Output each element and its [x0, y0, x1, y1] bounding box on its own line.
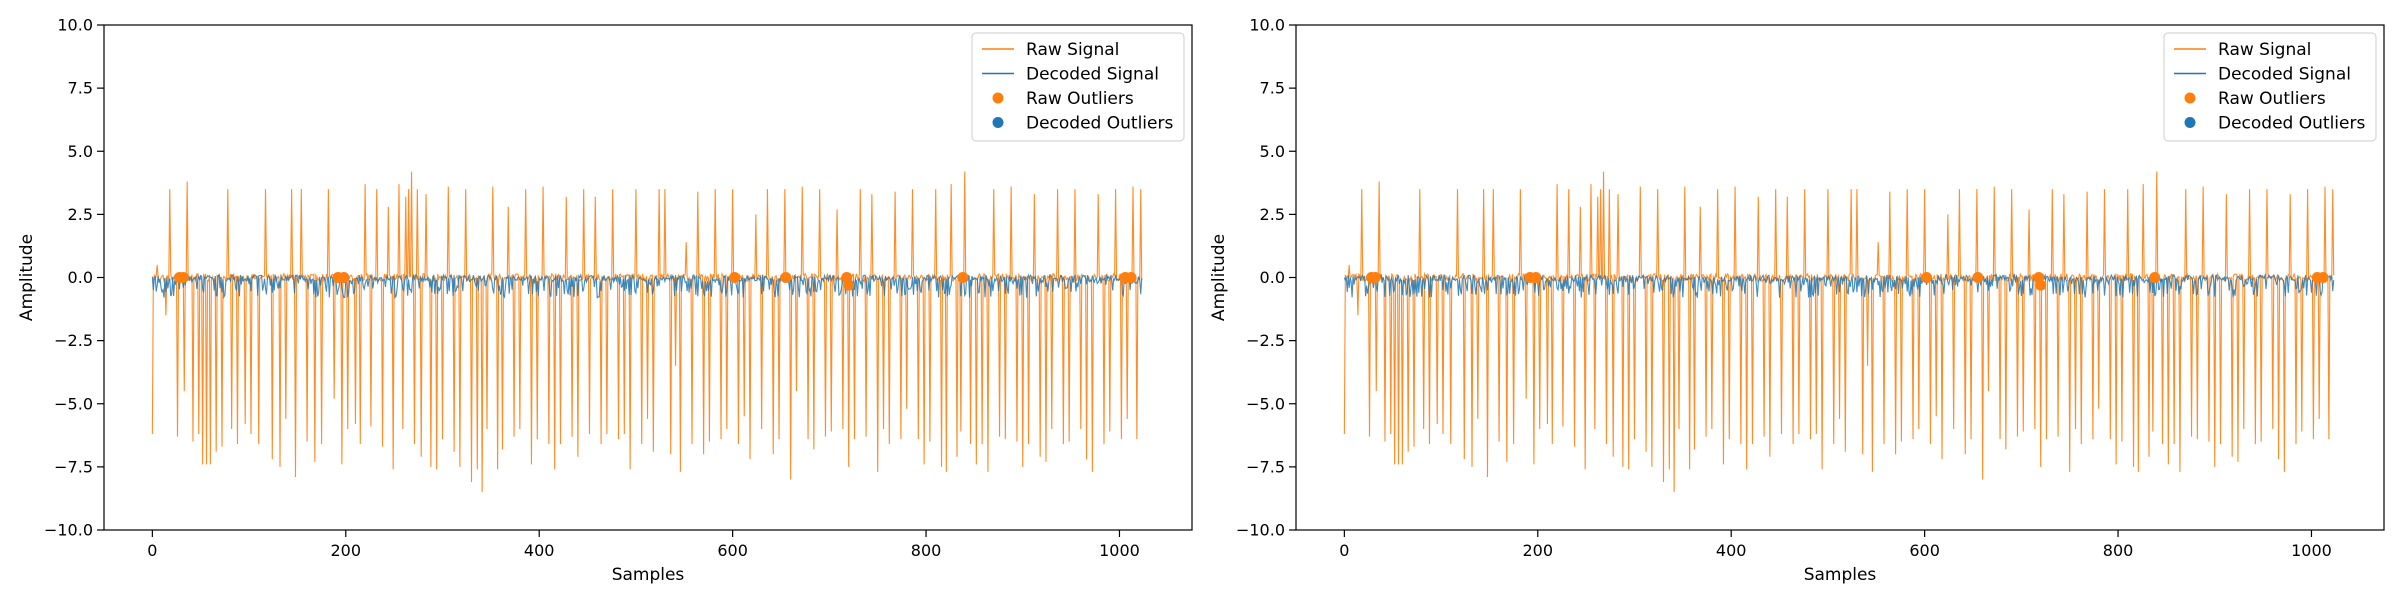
- left-y-tick-label: 5.0: [68, 142, 93, 161]
- left-x-tick-label: 400: [524, 541, 555, 560]
- right-y-tick-label: 0.0: [1260, 268, 1285, 287]
- right-raw-outlier-point: [1530, 272, 1542, 283]
- right-x-tick-label: 600: [1909, 541, 1940, 560]
- left-y-tick-label: 2.5: [68, 205, 93, 224]
- left-y-axis-label: Amplitude: [17, 234, 37, 321]
- left-x-axis-label: Samples: [612, 565, 685, 585]
- left-y-tick-label: 10.0: [57, 16, 93, 35]
- right-x-tick-label: 0: [1339, 541, 1349, 560]
- left-y-tick-label: −7.5: [54, 457, 93, 476]
- right-raw-outlier-point: [1972, 272, 1984, 283]
- left-y-tick-label: −2.5: [54, 331, 93, 350]
- left-raw-outlier-point: [843, 279, 855, 291]
- right-y-tick-label: 5.0: [1260, 142, 1285, 161]
- right-y-tick-label: −2.5: [1246, 331, 1285, 350]
- left-legend-raw-signal-label: Raw Signal: [1026, 40, 1119, 60]
- left-legend-box: [971, 32, 1185, 142]
- left-x-tick-label: 200: [331, 541, 362, 560]
- right-y-tick-label: 10.0: [1249, 16, 1285, 35]
- left-legend-decoded-outliers-label: Decoded Outliers: [1026, 114, 1173, 134]
- left-raw-outlier-point: [177, 272, 189, 283]
- right-legend-raw-outliers-swatch: [2184, 92, 2196, 104]
- right-legend-decoded-outliers-label: Decoded Outliers: [2218, 114, 2365, 134]
- right-y-axis-label: Amplitude: [1209, 234, 1229, 321]
- right-legend-decoded-signal-label: Decoded Signal: [2218, 65, 2351, 85]
- right-legend: Raw Signal Decoded Signal Raw Outliers Deco…: [2163, 32, 2377, 142]
- right-y-tick-label: −5.0: [1246, 394, 1285, 413]
- right-raw-outlier-point: [2149, 272, 2161, 283]
- left-plot-area: [151, 171, 1143, 493]
- right-raw-outlier-point: [1369, 272, 1381, 283]
- right-x-tick-label: 800: [2103, 541, 2134, 560]
- left-x-tick-label: 600: [717, 541, 748, 560]
- right-raw-signal-line: [1343, 171, 2335, 493]
- right-raw-outlier-point: [1921, 272, 1933, 283]
- left-raw-outlier-point: [780, 272, 792, 283]
- left-y-tick-label: −10.0: [44, 521, 93, 540]
- right-x-axis-label: Samples: [1804, 565, 1877, 585]
- left-decoded-signal-line: [151, 272, 1143, 300]
- left-raw-signal-line: [151, 171, 1143, 493]
- right-legend-box: [2163, 32, 2377, 142]
- left-raw-outlier-point: [957, 272, 969, 283]
- left-x-tick-label: 1000: [1099, 541, 1140, 560]
- left-legend: Raw Signal Decoded Signal Raw Outliers Deco…: [971, 32, 1185, 142]
- right-raw-outlier-point: [2035, 279, 2047, 291]
- right-legend-decoded-outliers-swatch: [2184, 117, 2196, 128]
- right-decoded-signal-line: [1343, 273, 2335, 298]
- left-raw-outlier-point: [729, 272, 741, 283]
- left-y-tick-label: 0.0: [68, 268, 93, 287]
- right-y-tick-label: 7.5: [1260, 79, 1285, 98]
- right-legend-raw-outliers-label: Raw Outliers: [2218, 89, 2326, 109]
- left-x-tick-label: 800: [911, 541, 942, 560]
- right-raw-outlier-point: [2317, 272, 2329, 283]
- right-plot: −10.0 −7.5 −5.0 −2.5 0.0 2.5 5.0 7.5 10.0 0 200 400…: [1209, 16, 2385, 585]
- left-x-tick-label: 0: [147, 541, 157, 560]
- right-x-tick-label: 400: [1716, 541, 1747, 560]
- right-y-tick-label: −7.5: [1246, 457, 1285, 476]
- right-y-tick-label: 2.5: [1260, 205, 1285, 224]
- left-y-tick-label: 7.5: [68, 79, 93, 98]
- left-legend-decoded-outliers-swatch: [992, 117, 1004, 128]
- left-legend-raw-outliers-label: Raw Outliers: [1026, 89, 1134, 109]
- left-plot: −10.0 −7.5 −5.0 −2.5 0.0 2.5 5.0 7.5 10.0 0 200 400…: [17, 16, 1193, 585]
- right-plot-area: [1343, 171, 2335, 493]
- left-raw-outlier-point: [1125, 272, 1137, 283]
- right-x-tick-label: 200: [1523, 541, 1554, 560]
- right-legend-raw-signal-label: Raw Signal: [2218, 40, 2311, 60]
- left-raw-outlier-point: [338, 272, 350, 283]
- left-y-tick-label: −5.0: [54, 394, 93, 413]
- right-y-tick-label: −10.0: [1236, 521, 1285, 540]
- right-x-tick-label: 1000: [2291, 541, 2332, 560]
- left-legend-decoded-signal-label: Decoded Signal: [1026, 65, 1159, 85]
- left-legend-raw-outliers-swatch: [992, 92, 1004, 104]
